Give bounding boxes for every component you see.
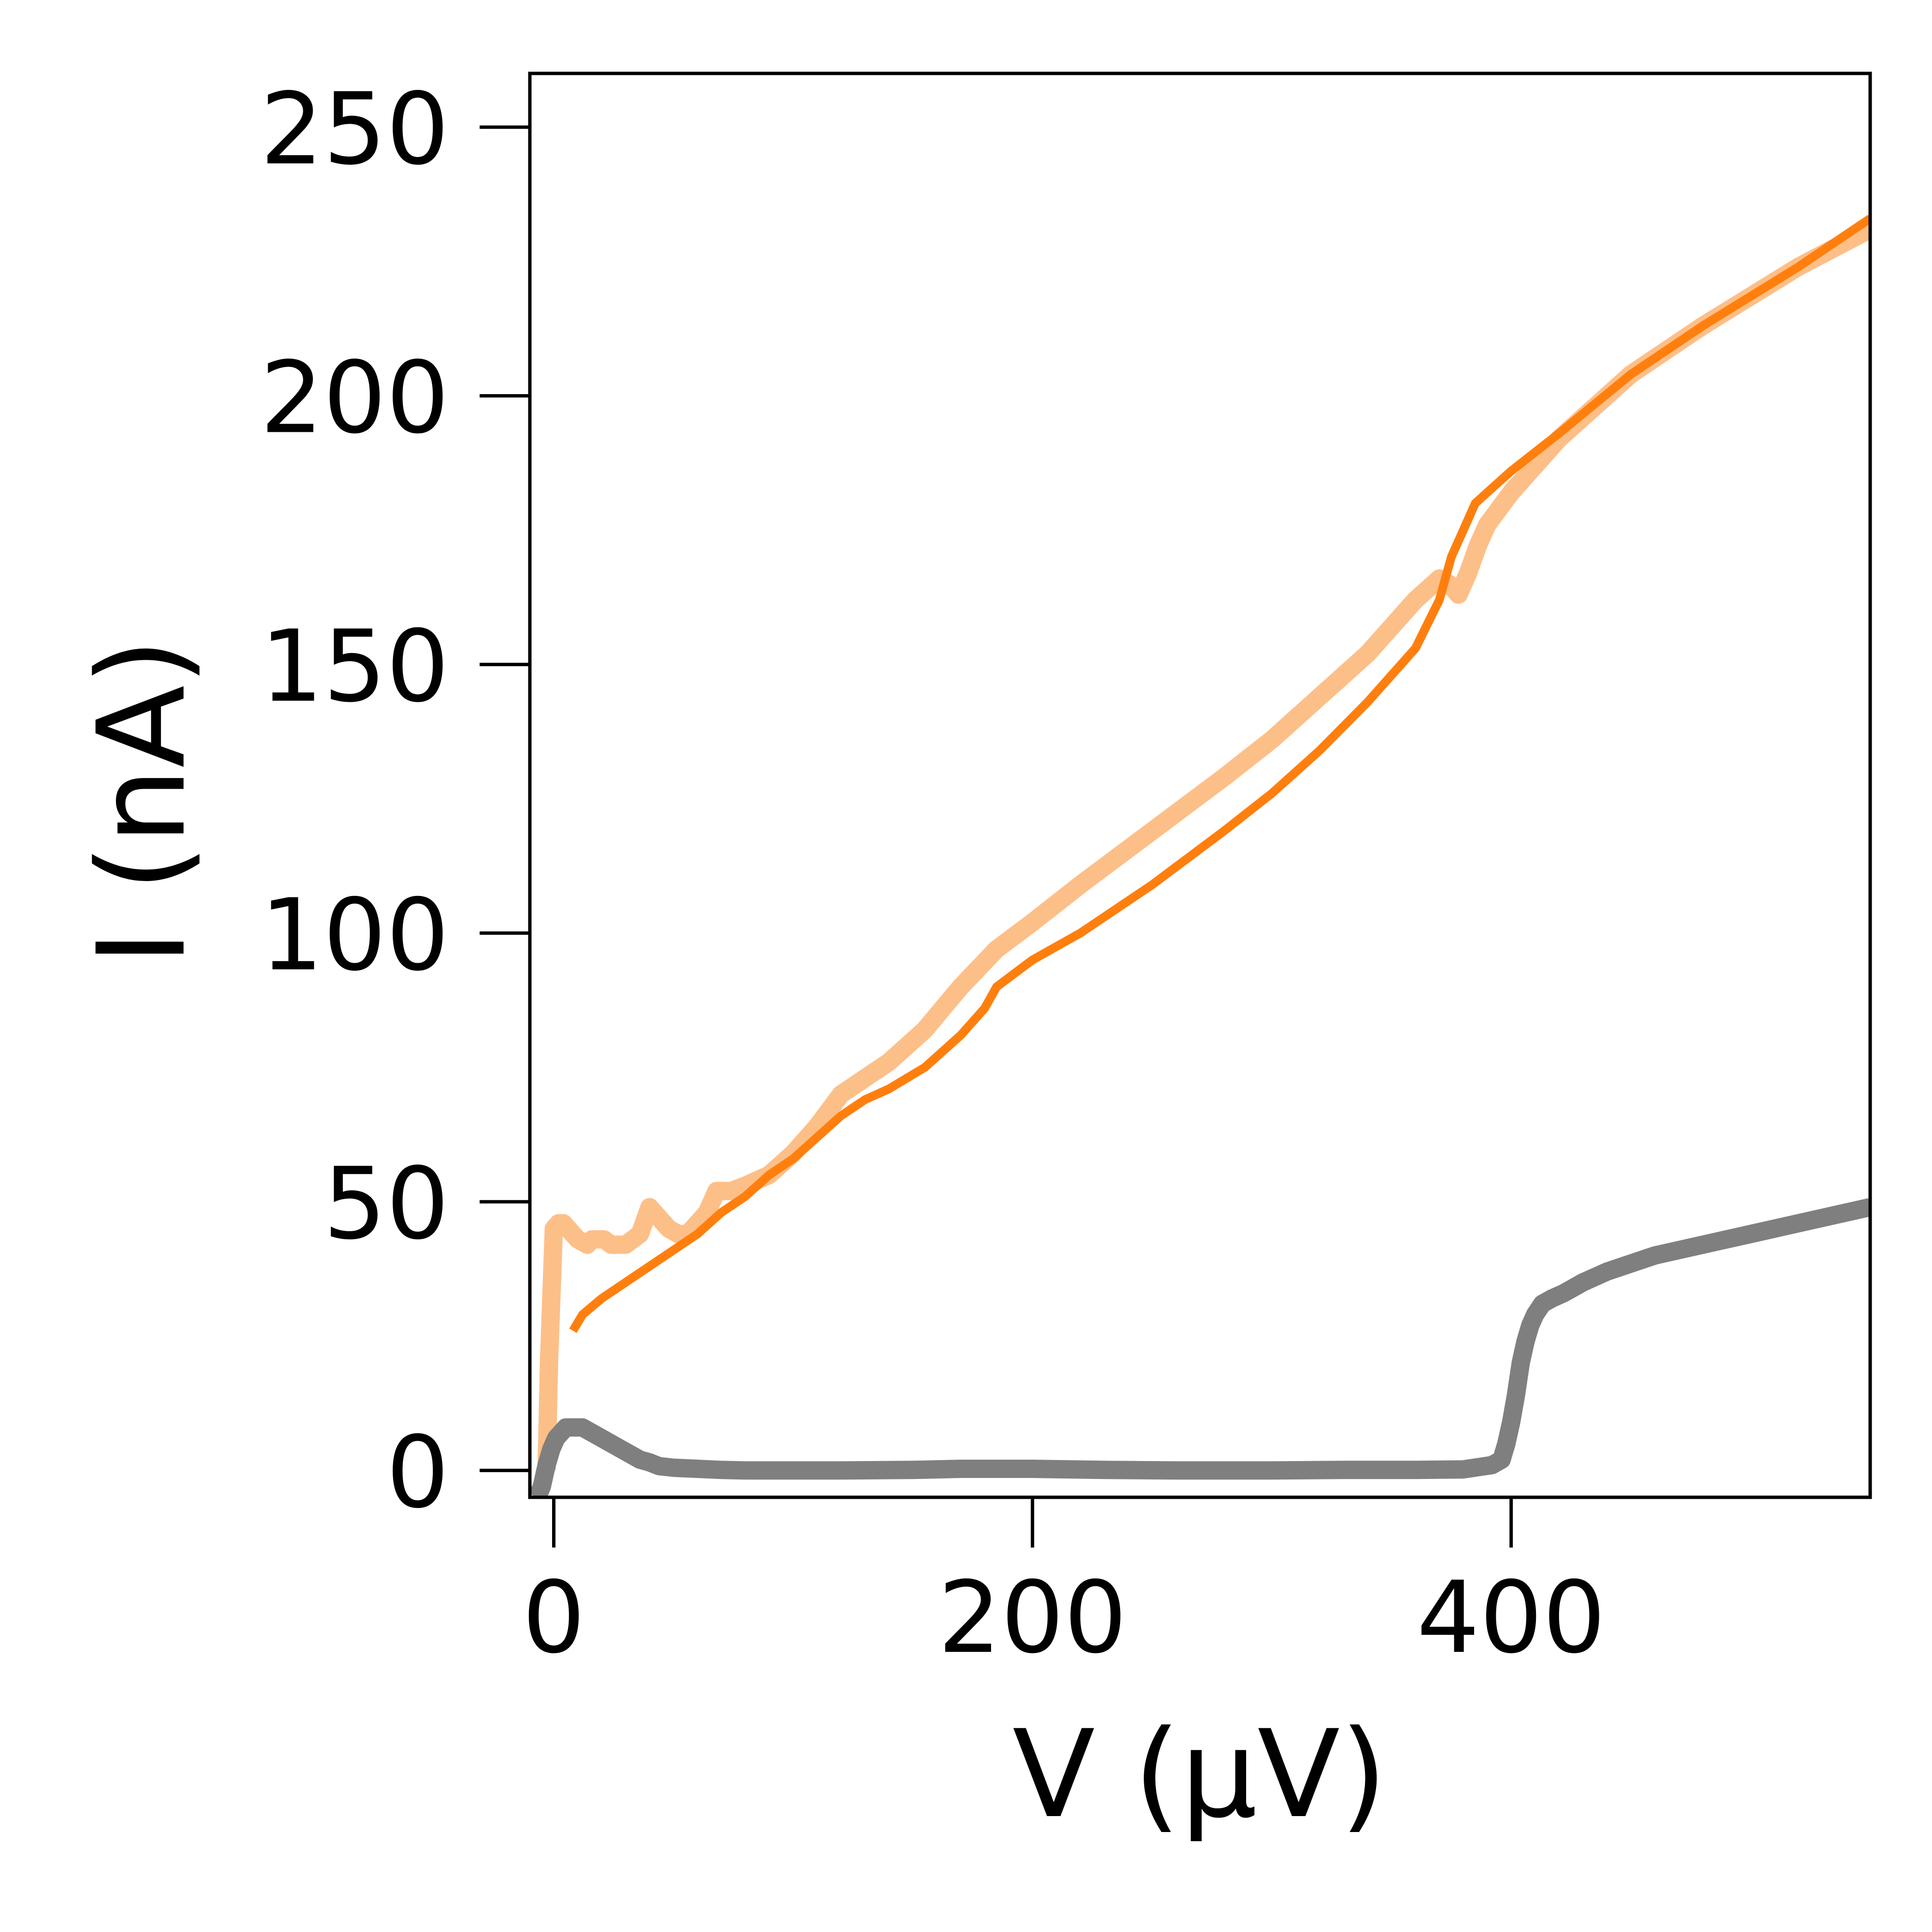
series-line-2: [569, 214, 1870, 1333]
y-tick-label: 250: [260, 72, 449, 187]
y-tick-label: 100: [260, 878, 449, 993]
series-line-3: [530, 1198, 1870, 1497]
x-tick-label: 200: [938, 1561, 1127, 1676]
y-tick-label: 0: [386, 1415, 449, 1530]
y-axis-label: I (nA): [71, 638, 212, 966]
y-tick-label: 50: [323, 1147, 449, 1262]
x-tick-label: 0: [522, 1561, 585, 1676]
series-line-1: [537, 221, 1870, 1471]
x-axis-label: V (μV): [1012, 1704, 1387, 1845]
ticks-layer: 0 200 400 0 50 100 150 200 250: [260, 72, 1606, 1676]
y-tick-label: 200: [260, 341, 449, 455]
series-layer: [530, 214, 1870, 1497]
y-tick-label: 150: [260, 610, 449, 724]
x-tick-label: 400: [1417, 1561, 1605, 1676]
plot-frame: [528, 71, 1872, 1499]
